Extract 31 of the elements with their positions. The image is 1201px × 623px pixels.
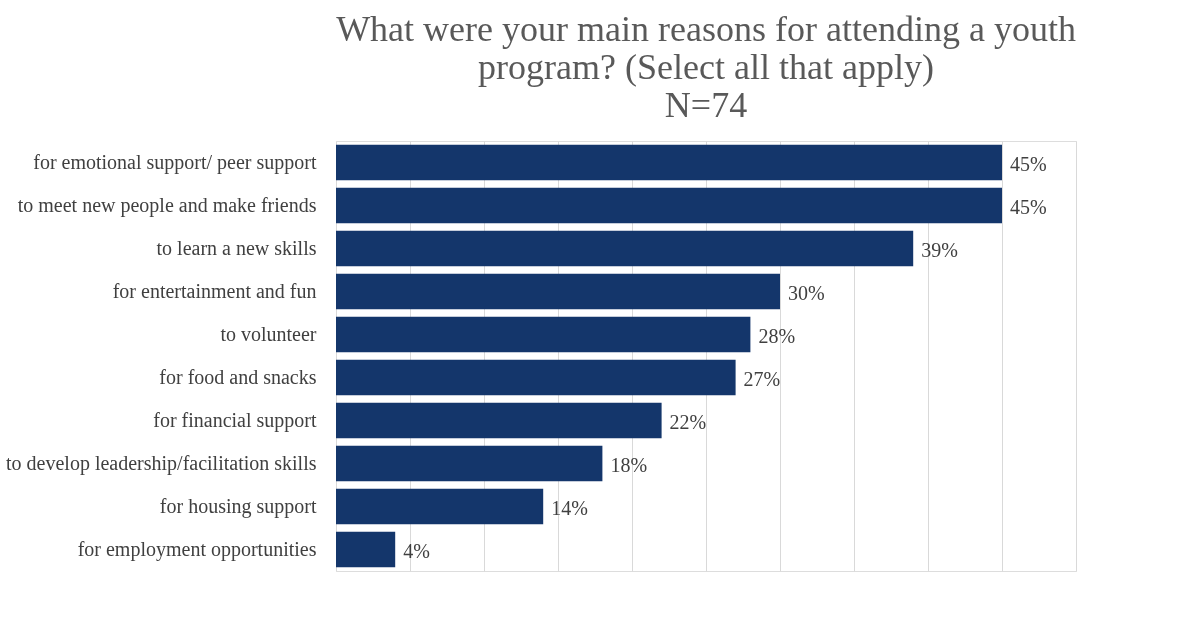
y-tick-label: for entertainment and fun [112, 279, 317, 302]
data-label: 22% [669, 410, 707, 433]
y-tick-label: for emotional support/ peer support [33, 150, 317, 174]
data-label: 39% [921, 238, 958, 261]
bar [336, 144, 1002, 181]
data-label: 27% [743, 367, 781, 390]
bar [336, 531, 396, 568]
bar [336, 187, 1002, 224]
y-tick-label: for financial support [153, 408, 317, 432]
bar [336, 273, 780, 310]
bar [336, 316, 751, 353]
data-label: 4% [403, 539, 430, 562]
data-label: 14% [551, 496, 588, 519]
y-tick-label: for housing support [159, 494, 317, 518]
bar [336, 402, 662, 439]
bar [336, 488, 544, 525]
bar [336, 230, 914, 267]
y-tick-label: to volunteer [220, 322, 317, 345]
y-tick-label: for employment opportunities [77, 537, 317, 561]
data-label: 45% [1010, 195, 1047, 218]
data-label: 30% [788, 281, 825, 304]
bar [336, 445, 603, 482]
y-tick-label: to learn a new skills [156, 236, 317, 259]
data-label: 28% [758, 324, 796, 347]
chart-title: What were your main reasons for attending a youth program? (Select all that apply) N=74 [336, 9, 1076, 125]
bar [336, 359, 736, 396]
y-tick-label: to develop leadership/facilitation skills [6, 451, 317, 475]
data-label: 18% [610, 453, 648, 476]
y-tick-label: to meet new people and make friends [17, 193, 317, 217]
y-tick-label: for food and snacks [159, 365, 317, 388]
data-label: 45% [1010, 152, 1047, 175]
